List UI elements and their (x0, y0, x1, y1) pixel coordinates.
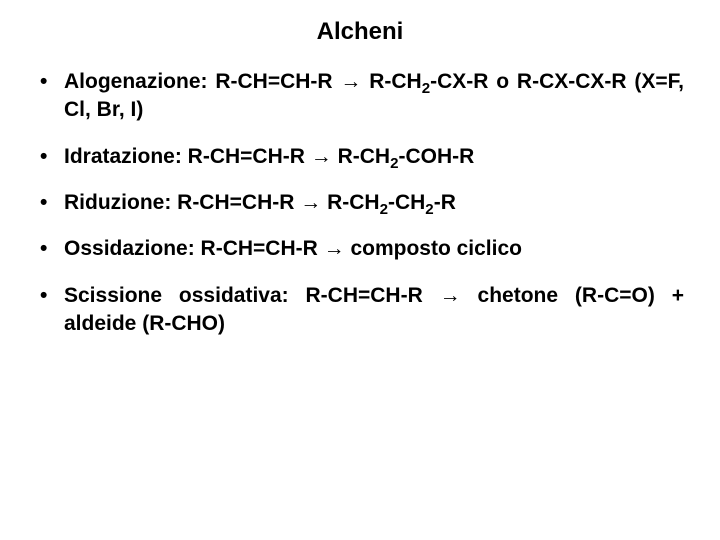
slide-container: Alcheni Alogenazione: R-CH=CH-R → R-CH2-… (0, 0, 720, 540)
page-title: Alcheni (36, 18, 684, 46)
list-item: Riduzione: R-CH=CH-R → R-CH2-CH2-R (36, 189, 684, 217)
list-item: Alogenazione: R-CH=CH-R → R-CH2-CX-R o R… (36, 68, 684, 125)
reactions-list: Alogenazione: R-CH=CH-R → R-CH2-CX-R o R… (36, 68, 684, 338)
list-item: Scissione ossidativa: R-CH=CH-R → cheton… (36, 282, 684, 339)
list-item: Idratazione: R-CH=CH-R → R-CH2-COH-R (36, 143, 684, 171)
list-item: Ossidazione: R-CH=CH-R → composto ciclic… (36, 235, 684, 263)
